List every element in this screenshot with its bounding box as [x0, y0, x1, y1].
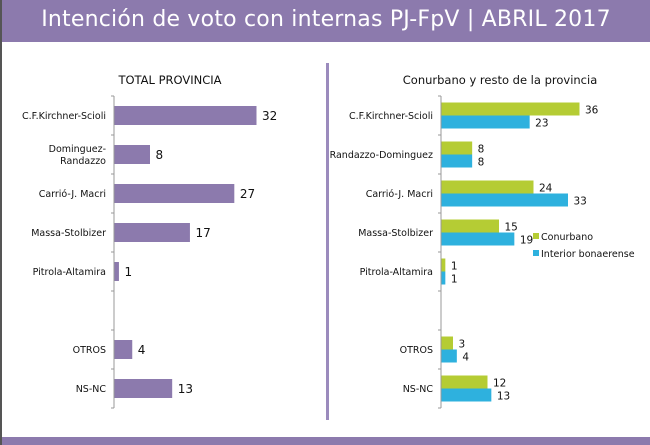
legend-label-interior: Interior bonaerense — [541, 249, 635, 260]
left-category-label: NS-NC — [76, 384, 107, 395]
right-category-label: Massa-Stolbizer — [358, 228, 433, 239]
conurbano-bar — [441, 102, 580, 116]
left-bar — [114, 106, 257, 125]
conurbano-bar — [441, 336, 453, 350]
right-chart-title: Conurbano y resto de la provincia — [402, 73, 598, 87]
chart-divider — [326, 63, 329, 420]
left-bar — [114, 145, 150, 164]
left-value-label: 1 — [124, 265, 132, 279]
right-category-label: Randazzo-Dominguez — [330, 150, 433, 161]
left-value-label: 32 — [262, 109, 277, 123]
interior-value-label: 19 — [520, 235, 533, 247]
left-value-label: 27 — [240, 187, 255, 201]
right-category-label: Carrió-J. Macri — [366, 189, 433, 200]
left-category-label: OTROS — [73, 345, 106, 356]
right-category-label: Pitrola-Altamira — [360, 267, 433, 278]
left-value-label: 4 — [138, 343, 146, 357]
interior-bar — [441, 349, 457, 363]
left-value-label: 13 — [178, 382, 193, 396]
header-band: Intención de voto con internas PJ-FpV | … — [2, 0, 650, 42]
legend-swatch-conurbano — [533, 233, 539, 239]
conurbano-bar — [441, 219, 499, 233]
left-value-label: 8 — [156, 148, 164, 162]
footer-band — [2, 437, 650, 445]
conurbano-value-label: 24 — [539, 183, 553, 195]
interior-bar — [441, 193, 568, 207]
interior-value-label: 13 — [497, 391, 510, 403]
conurbano-value-label: 3 — [459, 339, 466, 351]
interior-value-label: 23 — [535, 118, 548, 130]
interior-value-label: 1 — [451, 274, 458, 286]
interior-value-label: 33 — [574, 196, 587, 208]
left-category-label: Dominguez-Randazzo — [49, 144, 107, 167]
interior-value-label: 8 — [478, 157, 485, 169]
conurbano-bar — [441, 180, 534, 194]
interior-bar — [441, 154, 473, 168]
right-category-label: NS-NC — [403, 384, 434, 395]
left-category-label: Pitrola-Altamira — [33, 267, 106, 278]
left-category-label: C.F.Kirchner-Scioli — [22, 111, 106, 122]
conurbano-bar — [441, 258, 446, 272]
page-title: Intención de voto con internas PJ-FpV | … — [41, 7, 611, 32]
conurbano-value-label: 8 — [478, 144, 485, 156]
left-bar — [114, 184, 235, 203]
legend-label-conurbano: Conurbano — [541, 232, 593, 243]
interior-bar — [441, 388, 492, 402]
left-bar — [114, 262, 119, 281]
conurbano-value-label: 1 — [451, 261, 458, 273]
left-value-label: 17 — [195, 226, 210, 240]
conurbano-value-label: 36 — [585, 105, 599, 117]
conurbano-bar — [441, 141, 473, 155]
left-bar — [114, 379, 173, 398]
left-chart-title: TOTAL PROVINCIA — [118, 73, 222, 87]
right-category-label: C.F.Kirchner-Scioli — [349, 111, 433, 122]
interior-value-label: 4 — [462, 352, 469, 364]
left-bar — [114, 340, 133, 359]
interior-bar — [441, 232, 515, 246]
legend-swatch-interior — [533, 250, 539, 256]
interior-bar — [441, 271, 446, 285]
left-bar — [114, 223, 190, 242]
conurbano-value-label: 15 — [505, 222, 518, 234]
left-category-label: Massa-Stolbizer — [31, 228, 106, 239]
right-category-label: OTROS — [400, 345, 433, 356]
left-category-label: Carrió-J. Macri — [39, 189, 106, 200]
interior-bar — [441, 115, 530, 129]
conurbano-bar — [441, 375, 488, 389]
left-border — [0, 0, 2, 445]
conurbano-value-label: 12 — [493, 378, 506, 390]
